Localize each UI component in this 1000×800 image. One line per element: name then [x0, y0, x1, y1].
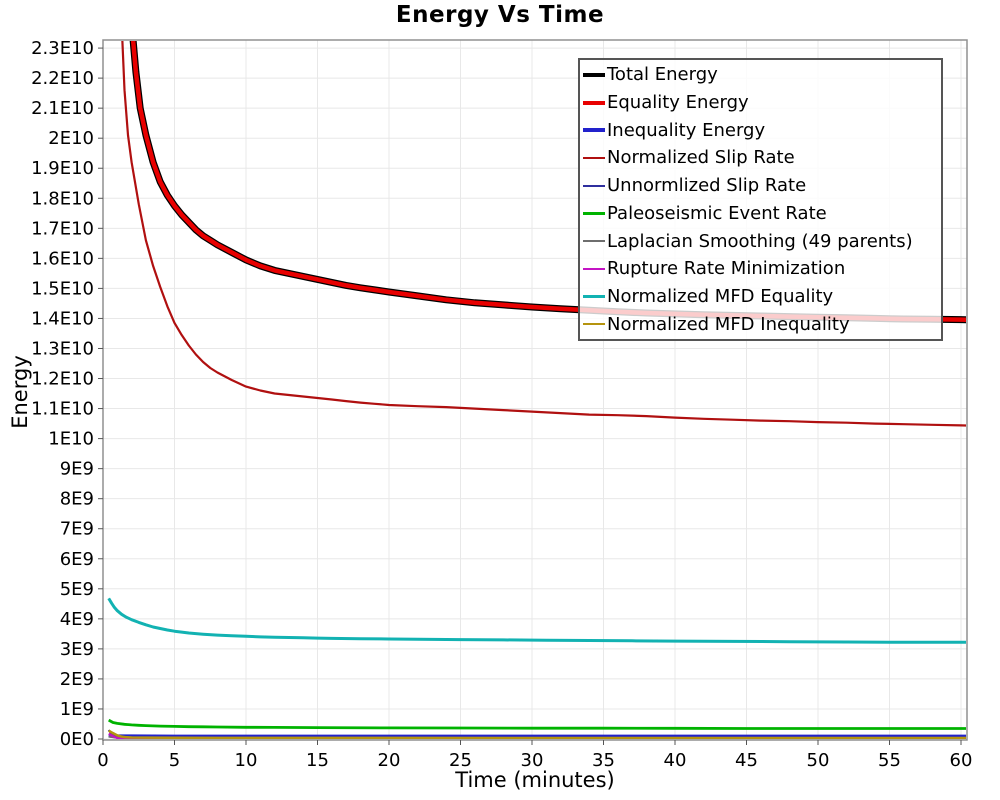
legend-swatch-icon [583, 100, 605, 105]
legend-item: Equality Energy [580, 89, 941, 117]
x-tick-label: 0 [97, 750, 108, 771]
y-tick-label: 2E9 [60, 669, 94, 690]
x-tick-label: 25 [449, 750, 472, 771]
x-tick-label: 40 [664, 750, 687, 771]
x-tick-label: 35 [592, 750, 615, 771]
y-tick-label: 2E10 [48, 128, 94, 149]
legend-swatch-icon [583, 322, 605, 326]
y-tick-label: 1.3E10 [31, 338, 94, 359]
legend-item-label: Inequality Energy [607, 119, 766, 141]
legend-swatch-icon [583, 72, 605, 77]
y-tick-label: 7E9 [60, 519, 94, 540]
y-tick-label: 2.3E10 [31, 38, 94, 59]
y-tick-label: 2.2E10 [31, 68, 94, 89]
y-tick-label: 9E9 [60, 459, 94, 480]
series-line-normalized-mfd-equality [107, 597, 966, 644]
x-tick-label: 20 [378, 750, 401, 771]
legend-item: Normalized MFD Equality [580, 283, 941, 311]
legend-item-label: Paleoseismic Event Rate [607, 202, 827, 224]
legend-swatch-icon [583, 156, 605, 160]
series-line-normalized-slip-rate [121, 41, 966, 427]
x-tick-label: 15 [306, 750, 329, 771]
y-tick-label: 1.2E10 [31, 369, 94, 390]
y-tick-label: 1.5E10 [31, 278, 94, 299]
y-tick-label: 1.7E10 [31, 218, 94, 239]
legend-item-label: Normalized MFD Equality [607, 285, 834, 307]
x-tick-label: 50 [807, 750, 830, 771]
legend-item: Laplacian Smoothing (49 parents) [580, 227, 941, 255]
chart-title: Energy Vs Time [395, 2, 605, 28]
legend: Total Energy Equality Energy Inequality En… [578, 58, 943, 341]
y-tick-label: 1.1E10 [31, 399, 94, 420]
series-line-normalized-mfd-inequality [108, 729, 966, 739]
legend-swatch-icon [583, 294, 605, 298]
plot-border [102, 39, 968, 741]
x-tick-label: 5 [169, 750, 180, 771]
series-line-paleoseismic-event-rate [108, 718, 966, 730]
y-tick-label: 2.1E10 [31, 98, 94, 119]
y-tick-label: 1.8E10 [31, 188, 94, 209]
legend-item: Normalized MFD Inequality [580, 310, 941, 338]
legend-item-label: Total Energy [607, 64, 718, 86]
x-tick-label: 30 [521, 750, 544, 771]
y-tick-label: 3E9 [60, 639, 94, 660]
y-tick-label: 1.6E10 [31, 248, 94, 269]
series-line-inequality-energy [108, 733, 966, 739]
y-tick-label: 5E9 [60, 579, 94, 600]
legend-swatch-icon [583, 267, 605, 270]
x-axis-title: Time (minutes) [455, 768, 615, 792]
y-tick-label: 1E10 [48, 429, 94, 450]
y-tick-label: 0E0 [60, 729, 94, 750]
legend-swatch-icon [583, 240, 605, 243]
legend-item-label: Equality Energy [607, 92, 749, 114]
legend-item-label: Rupture Rate Minimization [607, 258, 846, 280]
y-tick-label: 4E9 [60, 609, 94, 630]
x-tick-label: 60 [950, 750, 973, 771]
legend-item-label: Unnormlized Slip Rate [607, 175, 807, 197]
legend-item-label: Normalized Slip Rate [607, 147, 795, 169]
y-tick-label: 1E9 [60, 699, 94, 720]
legend-item: Inequality Energy [580, 116, 941, 144]
legend-item: Paleoseismic Event Rate [580, 200, 941, 228]
y-tick-label: 8E9 [60, 489, 94, 510]
legend-item: Rupture Rate Minimization [580, 255, 941, 283]
y-tick-label: 6E9 [60, 549, 94, 570]
legend-swatch-icon [583, 211, 605, 215]
y-tick-label: 1.9E10 [31, 158, 94, 179]
legend-item-label: Laplacian Smoothing (49 parents) [607, 230, 913, 252]
legend-swatch-icon [583, 184, 605, 187]
y-tick-label: 1.4E10 [31, 308, 94, 329]
legend-item-label: Normalized MFD Inequality [607, 313, 850, 335]
x-tick-label: 45 [735, 750, 758, 771]
legend-item: Unnormlized Slip Rate [580, 172, 941, 200]
legend-item: Total Energy [580, 61, 941, 89]
legend-item: Normalized Slip Rate [580, 144, 941, 172]
x-tick-label: 10 [235, 750, 258, 771]
x-tick-label: 55 [878, 750, 901, 771]
legend-swatch-icon [583, 128, 605, 133]
